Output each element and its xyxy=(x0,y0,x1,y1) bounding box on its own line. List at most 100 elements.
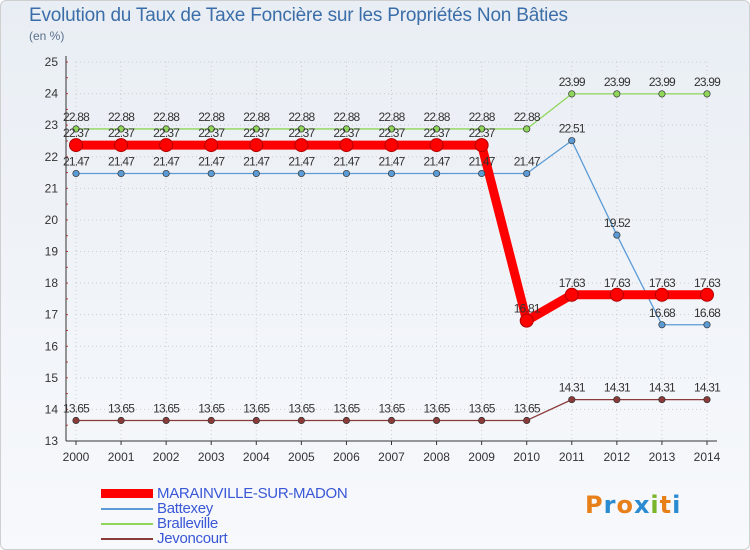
x-tick-label: 2012 xyxy=(604,450,631,464)
data-point xyxy=(658,90,666,98)
legend-label: MARAINVILLE-SUR-MADON xyxy=(157,485,348,502)
logo-letter: r xyxy=(603,491,617,519)
chart-title: Evolution du Taux de Taxe Foncière sur l… xyxy=(29,5,568,26)
x-tick-label: 2008 xyxy=(423,450,450,464)
data-label: 22.37 xyxy=(153,126,180,140)
data-label: 22.88 xyxy=(333,110,360,124)
y-tick-label: 25 xyxy=(45,55,59,69)
data-point xyxy=(613,396,621,404)
data-point xyxy=(523,125,531,133)
x-tick-label: 2014 xyxy=(694,450,721,464)
y-tick-label: 20 xyxy=(45,213,59,227)
data-label: 17.63 xyxy=(694,276,721,290)
data-label: 22.37 xyxy=(243,126,270,140)
data-point xyxy=(523,169,531,178)
x-tick-label: 2003 xyxy=(198,450,225,464)
data-point xyxy=(519,313,534,328)
data-point xyxy=(72,125,80,133)
data-label: 22.37 xyxy=(108,126,135,140)
data-point xyxy=(609,287,624,302)
y-tick-label: 13 xyxy=(45,434,59,448)
legend-label: Bralleville xyxy=(157,515,218,532)
logo-letter: o xyxy=(616,491,634,519)
data-point xyxy=(613,90,621,98)
y-tick-label: 21 xyxy=(45,181,59,195)
legend-swatch xyxy=(101,489,153,498)
data-label: 21.47 xyxy=(288,154,315,168)
data-label: 13.65 xyxy=(63,401,90,415)
data-label: 21.47 xyxy=(108,154,135,168)
data-point xyxy=(72,416,80,425)
data-point xyxy=(429,138,444,153)
data-point xyxy=(252,416,260,425)
data-label: 22.37 xyxy=(198,126,225,140)
data-label: 14.31 xyxy=(604,381,631,395)
data-point xyxy=(478,416,486,425)
data-label: 16.68 xyxy=(649,306,676,320)
logo-letter: x xyxy=(633,491,651,519)
data-label: 21.47 xyxy=(153,154,180,168)
y-tick-label: 14 xyxy=(45,402,59,416)
data-point xyxy=(478,169,486,178)
data-label: 22.88 xyxy=(514,110,541,124)
data-label: 13.65 xyxy=(153,401,180,415)
data-point xyxy=(294,138,309,153)
data-label: 13.65 xyxy=(243,401,270,415)
data-label: 22.51 xyxy=(559,122,586,136)
data-point xyxy=(249,138,264,153)
data-point xyxy=(117,416,125,425)
data-point xyxy=(252,125,260,133)
data-point xyxy=(207,416,215,425)
data-labels: 22.37 22.37 22.37 22.37 22.37 22.37 22.37 22.37… xyxy=(63,75,722,416)
data-point xyxy=(613,231,621,239)
data-point xyxy=(339,138,354,153)
data-label: 22.88 xyxy=(63,110,90,124)
data-label: 23.99 xyxy=(604,75,631,89)
data-point xyxy=(252,169,260,178)
y-tick-label: 17 xyxy=(45,308,59,322)
data-label: 22.88 xyxy=(424,110,451,124)
legend-swatch xyxy=(101,508,153,510)
data-point xyxy=(703,396,711,404)
data-point xyxy=(297,169,305,178)
logo-letter: i xyxy=(650,491,660,519)
data-point xyxy=(117,125,125,133)
data-point xyxy=(703,321,711,329)
data-label: 13.65 xyxy=(288,401,315,415)
series-points xyxy=(69,90,714,425)
data-label: 13.65 xyxy=(198,401,225,415)
x-tick-label: 2009 xyxy=(468,450,495,464)
data-label: 16.68 xyxy=(694,306,721,320)
data-label: 13.65 xyxy=(378,401,405,415)
logo-letter: P xyxy=(585,491,604,519)
axes xyxy=(65,56,717,445)
data-point xyxy=(342,125,350,133)
x-tick-label: 2001 xyxy=(108,450,135,464)
data-label: 21.47 xyxy=(333,154,360,168)
data-point xyxy=(384,138,399,153)
data-label: 14.31 xyxy=(694,381,721,395)
data-point xyxy=(72,169,80,178)
data-point xyxy=(207,125,215,133)
data-label: 22.37 xyxy=(333,126,360,140)
y-tick-label: 22 xyxy=(45,150,59,164)
data-point xyxy=(117,169,125,178)
data-label: 13.65 xyxy=(108,401,135,415)
data-label: 22.88 xyxy=(243,110,270,124)
data-label: 22.88 xyxy=(469,110,496,124)
data-label: 23.99 xyxy=(649,75,676,89)
legend-label: Jevoncourt xyxy=(157,530,228,547)
data-point xyxy=(433,169,441,178)
data-point xyxy=(162,125,170,133)
data-label: 21.47 xyxy=(198,154,225,168)
x-tick-label: 2010 xyxy=(513,450,540,464)
y-tick-label: 16 xyxy=(45,339,59,353)
data-label: 14.31 xyxy=(649,381,676,395)
data-label: 21.47 xyxy=(63,154,90,168)
data-point xyxy=(658,396,666,404)
data-point xyxy=(114,138,129,153)
y-tick-label: 19 xyxy=(45,245,59,259)
data-point xyxy=(159,138,174,153)
tick-labels: 13 14 15 16 17 18 19 20 21 22 23 24 25 2000 2001 2002 20… xyxy=(45,55,721,464)
